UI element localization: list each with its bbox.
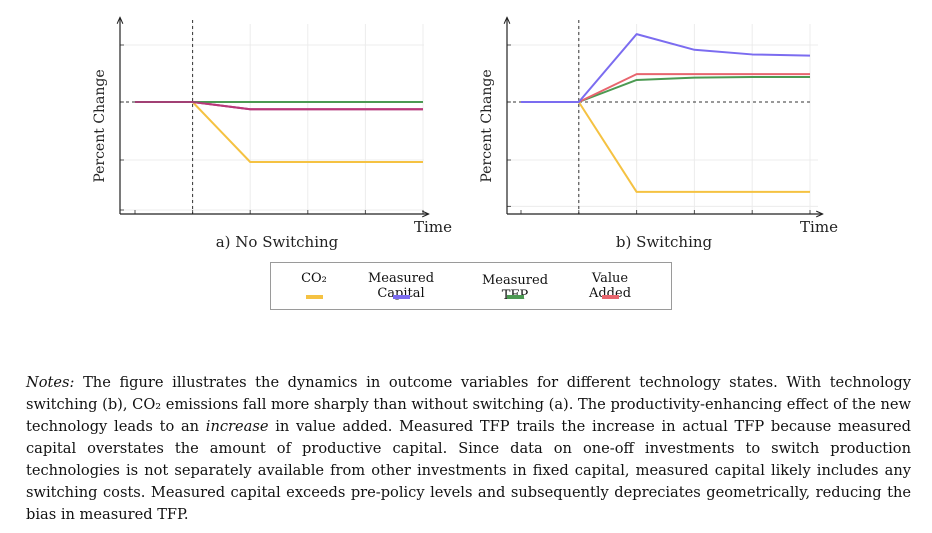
series-line-measured-tfp [521, 76, 810, 103]
series-line-measured-capital [135, 101, 423, 111]
y-axis-label: Percent Change [479, 69, 495, 182]
x-axis-label: Time [800, 218, 838, 236]
legend-swatch-1 [393, 295, 410, 299]
series-line-value-added [135, 101, 423, 111]
series-line-co [135, 101, 423, 163]
series-line-co [521, 101, 810, 193]
notes-text-1: The figure illustrates the dynamics in o… [26, 374, 911, 435]
legend-label-2: Measured TFP [481, 273, 549, 303]
series-line-overlap [135, 101, 423, 111]
legend-label-0: CO₂ [301, 271, 327, 286]
charts-figure: Time Percent Change a) No Switching Time Pe… [92, 0, 838, 251]
legend-swatch-3 [602, 295, 619, 299]
x-axis-label: Time [414, 218, 452, 236]
notes-lead: Notes: [26, 374, 75, 391]
series-line-measured-capital [521, 33, 811, 103]
chart-no-switching: Time Percent Change a) No Switching [92, 18, 452, 251]
legend-swatch-2 [507, 295, 524, 299]
y-axis-label: Percent Change [92, 69, 108, 182]
figure-notes: Notes: The figure illustrates the dynami… [26, 372, 911, 526]
notes-emphasis: increase [205, 418, 269, 435]
chart-switching: Time Percent Change b) Switching [479, 18, 838, 251]
notes-text-2: in value added. Measured TFP trails the … [26, 418, 911, 523]
legend-swatch-0 [306, 295, 323, 299]
chart-caption: a) No Switching [216, 233, 339, 251]
legend-label-1: Measured Capital [367, 271, 435, 301]
chart-legend: CO₂ Measured Capital Measured TFP Value Add… [270, 262, 672, 310]
legend-label-3: Value Added [588, 271, 632, 301]
chart-caption: b) Switching [616, 233, 713, 251]
